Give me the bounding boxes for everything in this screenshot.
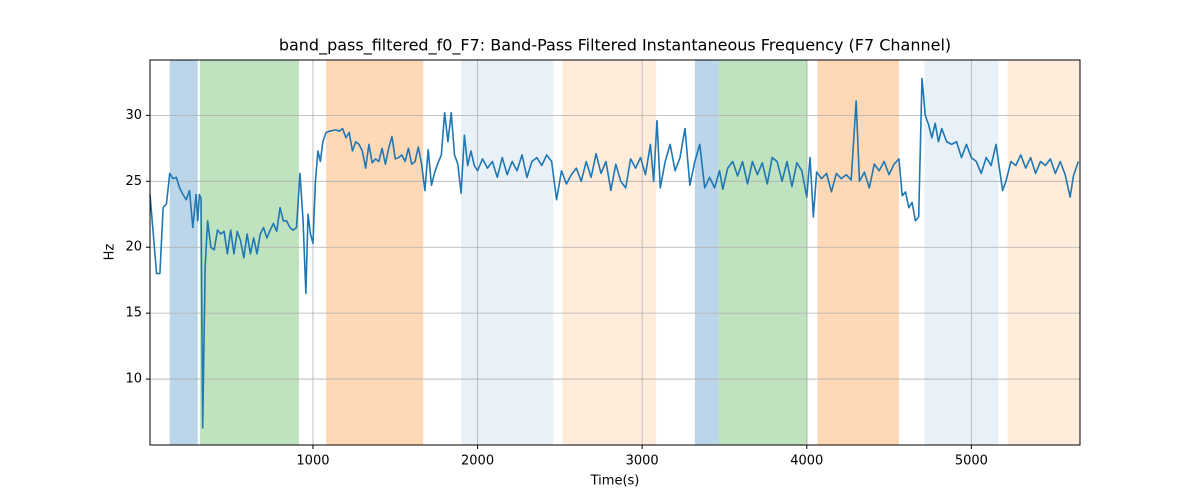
x-tick-label: 5000: [955, 454, 988, 469]
shaded-span: [718, 60, 808, 445]
x-tick-label: 2000: [461, 454, 494, 469]
data-line: [149, 77, 1080, 429]
shaded-span: [694, 60, 719, 445]
y-tick-label: 20: [125, 240, 142, 255]
shaded-span: [817, 60, 899, 445]
shaded-span: [1007, 60, 1080, 445]
y-tick-label: 30: [125, 108, 142, 123]
x-tick-label: 3000: [626, 454, 659, 469]
y-tick-label: 25: [125, 174, 142, 189]
x-tick-label: 1000: [296, 454, 329, 469]
shaded-span: [562, 60, 657, 445]
y-axis-label: Hz: [103, 244, 118, 261]
chart-title: band_pass_filtered_f0_F7: Band-Pass Filt…: [279, 36, 951, 56]
shaded-span: [461, 60, 554, 445]
shaded-span: [326, 60, 424, 445]
y-tick-label: 15: [125, 306, 142, 321]
plot-frame: [149, 59, 1081, 446]
y-tick-label: 10: [125, 372, 142, 387]
shaded-span: [169, 60, 198, 445]
x-tick-label: 4000: [790, 454, 823, 469]
x-axis-label: Time(s): [590, 474, 640, 489]
shaded-span: [924, 60, 999, 445]
